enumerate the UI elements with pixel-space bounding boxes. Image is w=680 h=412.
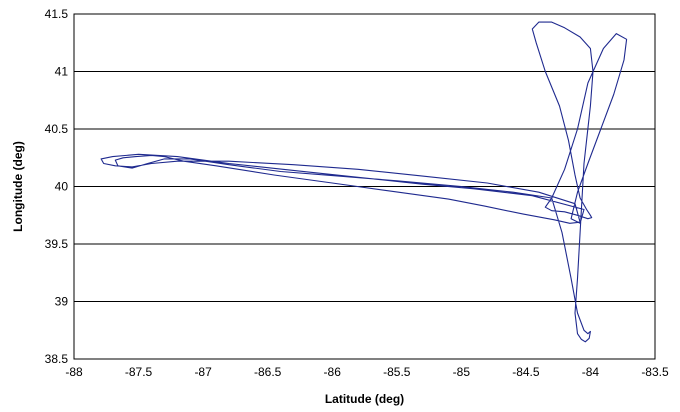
x-axis-title: Latitude (deg): [325, 392, 404, 406]
y-tick-label: 41.5: [45, 7, 69, 21]
y-tick-label: 40: [55, 180, 69, 194]
y-tick-label: 41: [55, 65, 69, 79]
x-tick-label: -83.5: [641, 365, 669, 379]
x-tick-label: -85.5: [383, 365, 411, 379]
y-tick-label: 39.5: [45, 237, 69, 251]
x-tick-label: -86: [324, 365, 342, 379]
series-layer: [100, 21, 628, 343]
x-tick-label: -88: [65, 365, 83, 379]
x-tick-label: -84: [582, 365, 600, 379]
grid-lines: [74, 71, 655, 302]
x-tick-label: -84.5: [512, 365, 540, 379]
series-line: [100, 21, 628, 343]
y-tick-label: 40.5: [45, 122, 69, 136]
tick-labels: 38.5 39 39.5 40 40.5 41 41.5 -88 -87.5 -87 -86.5 -8…: [45, 7, 669, 379]
x-tick-label: -86.5: [254, 365, 282, 379]
x-tick-label: -85: [453, 365, 471, 379]
y-axis-title: Longitude (deg): [11, 141, 25, 232]
plot-area: [73, 13, 656, 360]
y-tick-label: 38.5: [45, 352, 69, 366]
x-tick-label: -87.5: [125, 365, 153, 379]
x-tick-label: -87: [194, 365, 212, 379]
y-tick-label: 39: [55, 295, 69, 309]
